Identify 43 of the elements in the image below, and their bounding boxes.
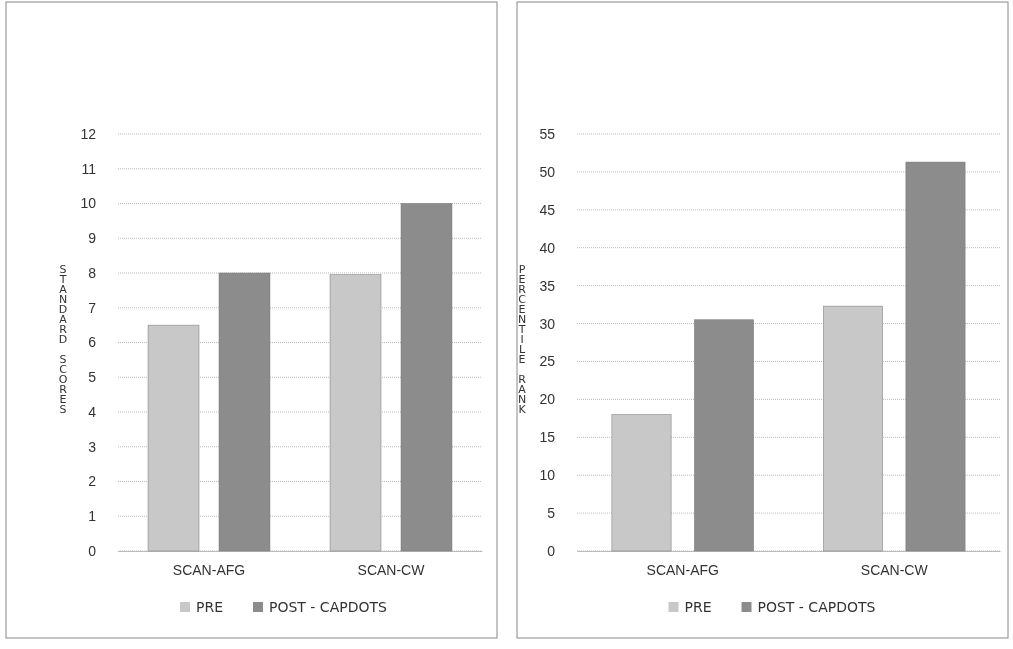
y-tick-label: 45 (539, 201, 556, 218)
bar (329, 274, 382, 552)
bar (694, 319, 754, 552)
y-tick-label: 25 (539, 353, 556, 370)
text: PERCENTILE RANK (517, 262, 527, 416)
text: STANDARD SCORES (58, 262, 68, 416)
legend-label: PRE (684, 599, 712, 615)
legend-label: POST - CAPDOTS (269, 599, 388, 615)
y-tick-label: 5 (547, 505, 556, 522)
y-tick-label: 30 (539, 315, 556, 332)
bar (147, 324, 200, 552)
y-tick-label: 40 (539, 239, 556, 256)
y-tick-label: 9 (88, 230, 97, 247)
legend-label: PRE (196, 599, 224, 615)
y-tick-label: 1 (88, 508, 97, 525)
y-tick-label: 11 (81, 160, 97, 177)
x-tick-label: SCAN-AFG (172, 561, 246, 578)
y-tick-label: 0 (547, 542, 556, 559)
bar (218, 272, 271, 552)
y-tick-label: 12 (80, 125, 97, 142)
y-tick-label: 10 (80, 195, 97, 212)
y-tick-label: 6 (88, 334, 97, 351)
y-tick-label: 3 (88, 438, 97, 455)
y-tick-label: 20 (539, 391, 556, 408)
y-tick-label: 10 (539, 467, 556, 484)
y-tick-label: 15 (539, 429, 556, 446)
y-tick-label: 5 (88, 369, 97, 386)
y-tick-label: 4 (88, 403, 97, 420)
bar (611, 414, 672, 552)
x-tick-label: SCAN-AFG (646, 561, 719, 578)
bar (823, 305, 883, 552)
x-tick-label: SCAN-CW (357, 561, 426, 578)
y-tick-label: 50 (539, 163, 556, 180)
y-tick-label: 35 (539, 277, 556, 294)
y-tick-label: 55 (539, 125, 556, 142)
bar (400, 203, 453, 552)
y-tick-label: 0 (88, 542, 97, 559)
legend-label: POST - CAPDOTS (757, 599, 876, 615)
bar (905, 161, 966, 552)
y-tick-label: 2 (88, 473, 97, 490)
y-tick-label: 7 (88, 299, 97, 316)
y-tick-label: 8 (88, 264, 97, 281)
x-tick-label: SCAN-CW (860, 561, 929, 578)
